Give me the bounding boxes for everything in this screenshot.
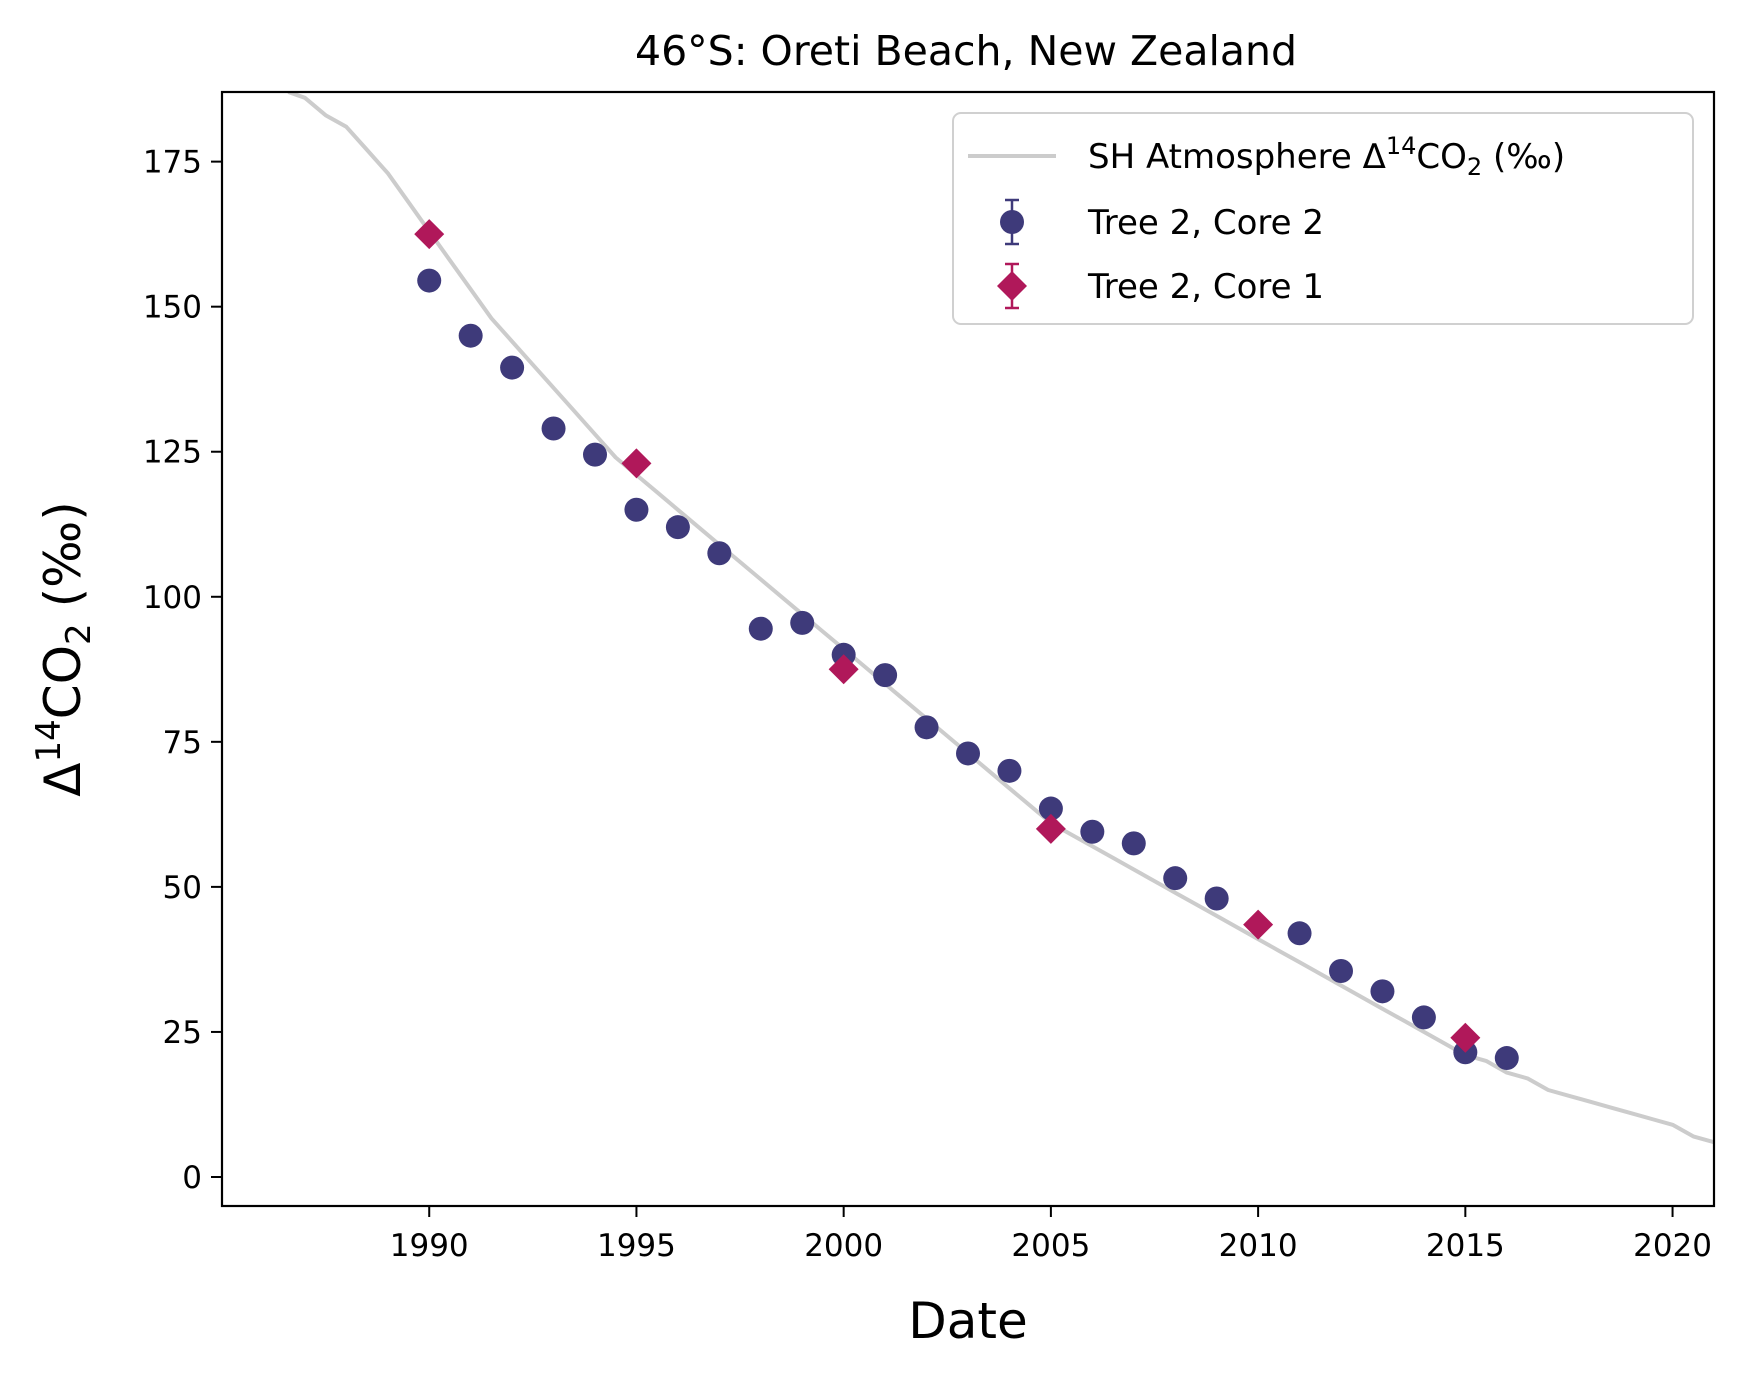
core2-point [956,741,980,766]
legend-core1-marker [997,271,1027,301]
y-tick-label: 50 [163,870,202,906]
y-tick-label: 125 [143,435,202,471]
core2-point [500,355,525,380]
x-tick-label: 2015 [1426,1228,1505,1264]
legend: SH Atmosphere Δ14CO2 (‰) Tree 2, Core 2 … [952,112,1694,325]
y-tick-label: 100 [143,580,202,616]
x-tick-label: 2020 [1633,1228,1712,1264]
legend-atmosphere-main: SH Atmosphere Δ [1088,137,1386,177]
y-axis-title-sup: 14 [29,719,69,762]
core2-point [790,610,815,635]
core2-point [665,515,690,540]
core2-point [417,268,442,293]
core2-point [1370,979,1395,1004]
x-tick-label: 2005 [1011,1228,1090,1264]
y-axis-title-delta: Δ [34,762,92,796]
core2-point [1329,959,1353,984]
x-tick-label: 2010 [1219,1228,1298,1264]
core2-point [1121,831,1146,856]
legend-atmosphere-label: SH Atmosphere Δ14CO2 (‰) [1088,132,1565,181]
legend-atmosphere-sup: 14 [1386,132,1417,160]
core2-point [458,323,483,348]
core2-point [1080,819,1105,844]
legend-atmosphere-sub: 2 [1467,153,1482,181]
plot-frame [220,90,1716,1208]
chart-title: 46°S: Oreti Beach, New Zealand [635,27,1297,75]
core2-point [541,416,566,441]
legend-core2-marker [1000,210,1024,234]
legend-core1-label: Tree 2, Core 1 [1087,267,1324,307]
legend-core2-label: Tree 2, Core 2 [1087,203,1324,243]
x-tick-label: 1995 [597,1228,676,1264]
core2-point [583,442,607,467]
y-tick-label: 25 [163,1015,202,1051]
core2-point [1494,1046,1519,1071]
core2-point [707,541,732,566]
x-tick-label: 2000 [804,1228,883,1264]
core1-point [1450,1022,1481,1053]
y-tick-label: 150 [143,290,202,326]
y-tick-label: 75 [163,725,202,761]
y-axis-title-co: CO [34,645,92,719]
y-axis: 0 25 50 75 100 125 150 175 [143,145,222,1196]
tree-points-layer [414,219,1519,1071]
core2-point [1411,1005,1436,1030]
core1-point [621,448,652,479]
core2-point [748,616,773,641]
core1-point [1243,909,1274,940]
core1-point [414,219,445,250]
core2-point [1287,921,1312,946]
core1-point [1035,813,1066,844]
x-axis: 1990 1995 2000 2005 2010 2015 2020 [390,1206,1712,1264]
x-tick-label: 1990 [390,1228,469,1264]
core2-point [1163,866,1188,891]
x-axis-title: Date [908,1292,1028,1350]
core1-point [828,654,859,685]
y-axis-title-sub: 2 [59,623,99,645]
core2-point [914,715,939,740]
legend-core1-swatch [997,262,1027,310]
core2-point [997,758,1022,783]
y-axis-title-tail: (‰) [34,501,92,623]
y-tick-label: 0 [182,1160,202,1196]
core2-point [1204,886,1229,911]
y-axis-title: Δ14CO2 (‰) [29,501,99,796]
legend-atmosphere-co: CO [1416,137,1467,177]
core2-point [624,497,649,522]
legend-atmosphere-tail: (‰) [1482,137,1565,177]
legend-core2-swatch [1000,198,1024,246]
y-tick-label: 175 [143,145,202,181]
core2-point [873,663,898,688]
legend-box [952,112,1694,325]
core2-point [1038,796,1063,821]
